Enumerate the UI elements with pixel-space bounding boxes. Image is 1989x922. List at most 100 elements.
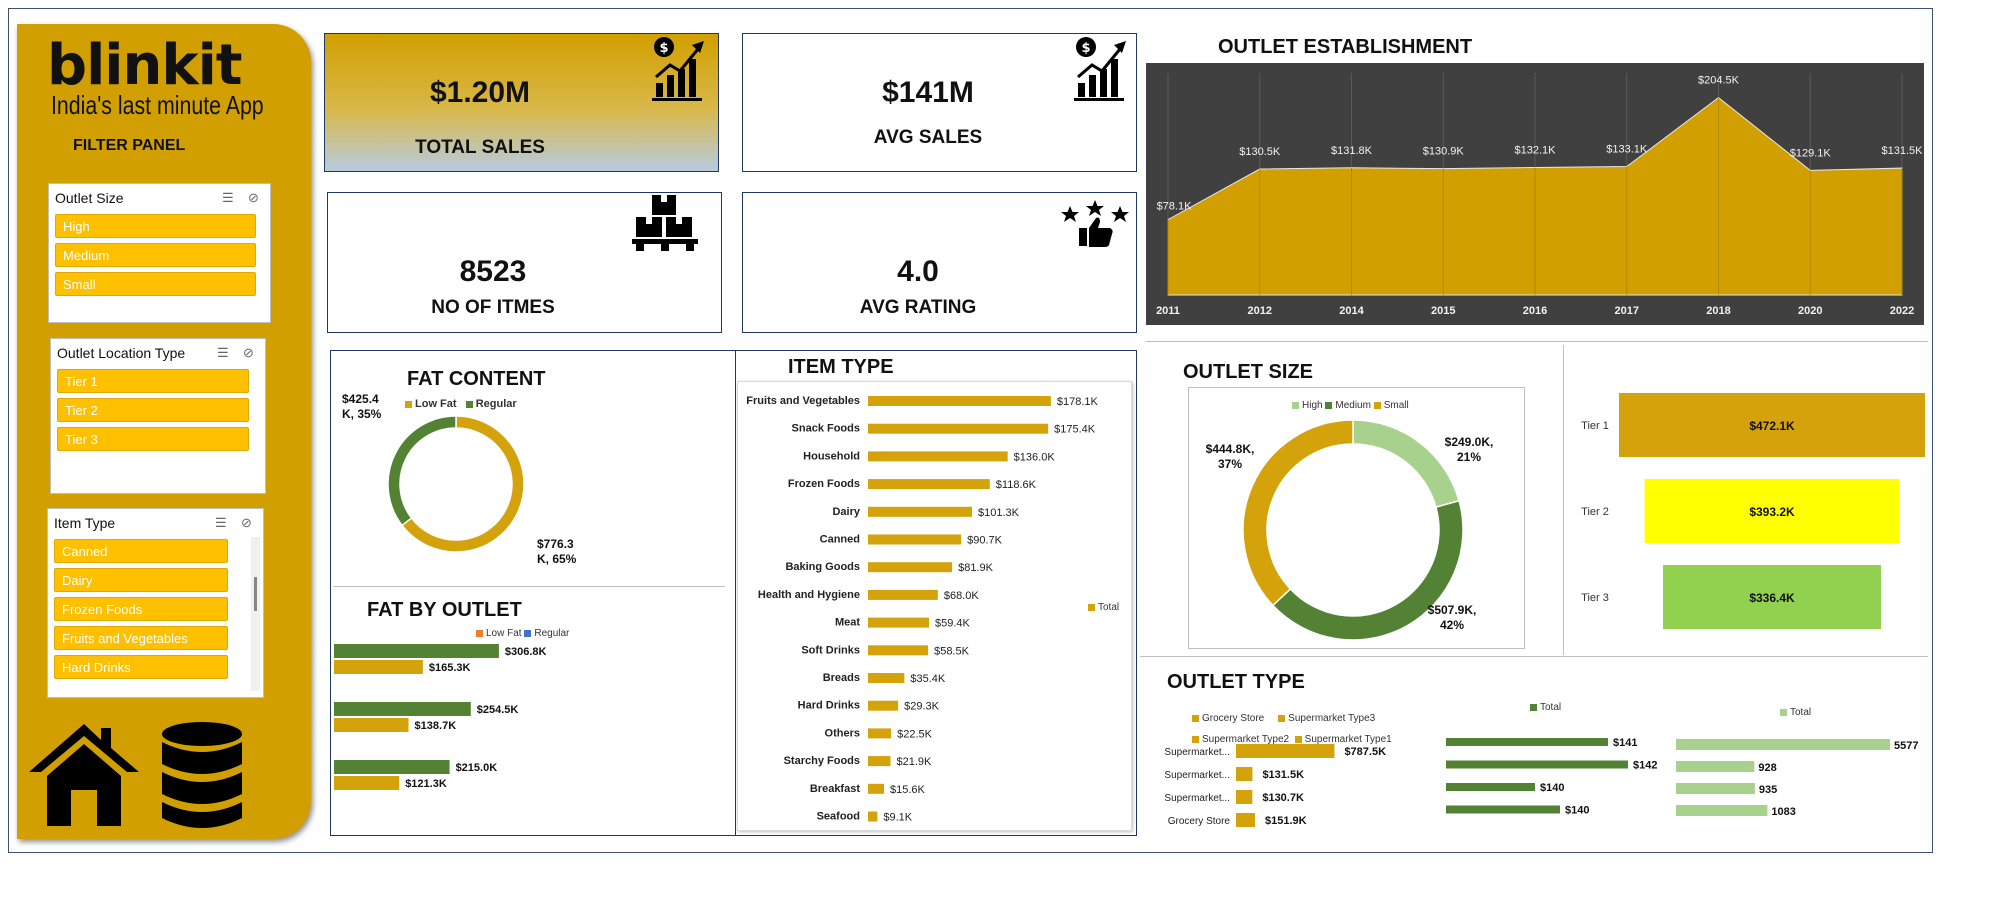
bar [868,396,1051,406]
slicer-item[interactable]: Frozen Foods [54,597,228,621]
data-label: $254.5K [477,704,519,716]
data-label: $306.8K [505,646,547,658]
fat-content-donut [387,415,525,553]
bar [1676,739,1890,750]
x-tick-label: 2015 [1431,305,1455,317]
slicer-item[interactable]: Tier 2 [57,398,249,422]
data-label: $141 [1613,737,1637,749]
data-label: $90.7K [967,535,1003,547]
fat-content-legend: Low Fat Regular [405,398,517,410]
category-label: Starchy Foods [784,755,860,767]
category-label: Snack Foods [792,423,860,435]
category-label: Baking Goods [785,561,860,573]
data-label: 928 [1758,762,1776,774]
outlet-type-avg-chart: $141 $142 $140$140 [1446,737,1657,817]
outlet-type-avg-legend: Total [1530,702,1561,713]
divider [1146,341,1928,342]
slicer-item[interactable]: Small [55,272,256,296]
legend-total: Total [1790,707,1812,718]
category-label: Fruits and Vegetables [746,395,860,407]
bar [1446,760,1628,769]
brand-tagline: India's last minute App [51,90,264,120]
bar [1676,805,1768,816]
data-label: $58.5K [934,645,970,657]
slicer-outlet-location-type: Outlet Location Type ☰ ⊘ Tier 1 Tier 2 Tier 3 [50,338,266,494]
legend-high: High [1302,400,1323,411]
bar [868,728,892,739]
bar [868,479,990,490]
total-sales-value: $1.20M [429,76,531,109]
data-label: $9.1K [883,812,912,824]
item-type-plot-frame [737,381,1132,831]
category-label: Breads [823,672,860,684]
avg-sales-value: $141M [882,76,974,109]
database-icon[interactable] [160,720,244,832]
bar [1676,761,1755,772]
category-label: Household [803,450,860,462]
legend-supermarket-type1: Supermarket Type1 [1304,734,1392,745]
data-label: $130.7K [1262,792,1304,804]
clear-filter-icon[interactable]: ⊘ [243,345,254,360]
slicer-item[interactable]: Tier 1 [57,369,249,393]
x-tick-label: 2018 [1706,305,1730,317]
multi-select-icon[interactable]: ☰ [222,190,234,205]
multi-select-icon[interactable]: ☰ [215,515,227,530]
category-label: Health and Hygiene [758,589,860,601]
category-label: Canned [820,534,860,546]
total-sales-label: TOTAL SALES [415,137,545,158]
slicer-item[interactable]: Dairy [54,568,228,592]
slicer-item[interactable]: Hard Drinks [54,655,228,679]
multi-select-icon[interactable]: ☰ [217,345,229,360]
fat-by-outlet-chart: $306.8K $165.3K $254.5K $138.7K $215.0K $121.… [334,644,547,790]
outlet-type-legend: Grocery Store Supermarket Type3 Supermar… [1192,708,1422,750]
data-label: $101.3K [978,507,1020,519]
clear-filter-icon[interactable]: ⊘ [248,190,259,205]
slicer-item[interactable]: High [55,214,256,238]
bar [868,451,1008,462]
data-label: $140 [1565,805,1589,817]
data-label: $151.9K [1265,815,1307,827]
x-tick-label: 2016 [1523,305,1547,317]
legend-regular: Regular [534,628,570,639]
scrollbar-thumb[interactable] [254,577,257,611]
data-label: 1083 [1771,806,1795,818]
home-icon[interactable] [27,720,141,830]
bar [1236,813,1255,827]
bar [1446,783,1535,791]
bar [1676,783,1755,794]
outlet-type-count-legend: Total [1780,707,1811,718]
data-label: $121.3K [405,778,447,790]
filter-panel-title: FILTER PANEL [73,137,186,154]
slicer-item[interactable]: Canned [54,539,228,563]
slicer-item[interactable]: Tier 3 [57,427,249,451]
category-label: Supermarket... [1164,770,1230,781]
data-label: 5577 [1894,740,1918,752]
category-label: Grocery Store [1168,816,1231,827]
data-label: $131.5K [1262,769,1304,781]
item-type-title: ITEM TYPE [788,356,894,378]
bar [1446,738,1608,746]
data-label: $130.5K [1239,146,1281,158]
category-label: Supermarket... [1164,793,1230,804]
slicer-title: Item Type [54,515,116,531]
bar [868,811,878,822]
bar [868,534,962,545]
clear-filter-icon[interactable]: ⊘ [241,515,252,530]
slicer-item[interactable]: Fruits and Vegetables [54,626,228,650]
fat-content-title: FAT CONTENT [407,368,546,390]
bar [868,673,905,683]
data-label: $138.7K [415,720,457,732]
legend-total: Total [1540,702,1562,713]
outlet-size-plot-frame [1188,387,1525,649]
svg-text:$: $ [1081,41,1090,56]
slicer-item[interactable]: Medium [55,243,256,267]
legend-supermarket-type2: Supermarket Type2 [1202,734,1290,745]
data-label: $129.1K [1790,147,1832,159]
slicer-scrollbar[interactable] [251,537,260,691]
category-label: Supermarket... [1164,747,1230,758]
data-label: 935 [1759,784,1777,796]
size-medium-label: $507.9K, 42% [1427,603,1477,632]
data-label: $35.4K [910,673,946,685]
bar [1236,744,1335,758]
data-label: $15.6K [890,784,926,796]
